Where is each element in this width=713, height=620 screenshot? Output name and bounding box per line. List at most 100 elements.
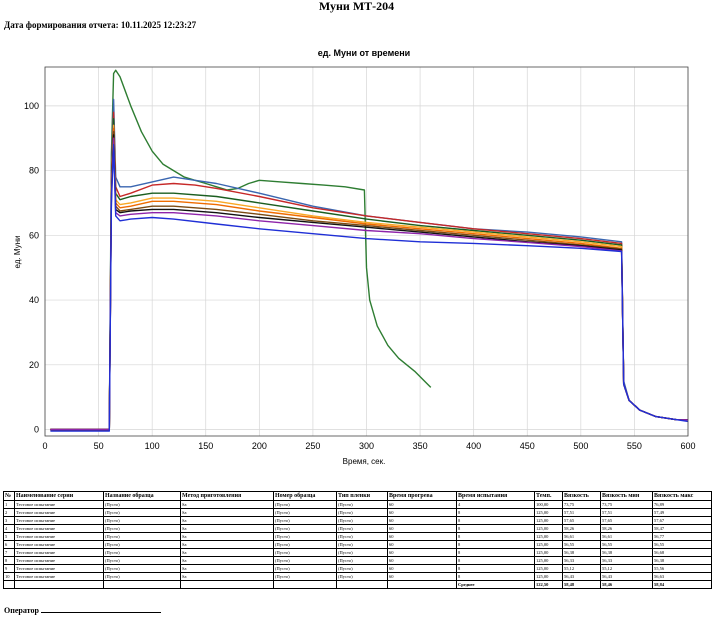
- series-line-9: [50, 137, 688, 431]
- table-row: 4 Тестовое испытание (Пусто) Sa (Пусто) (Пуст…: [3, 524, 712, 533]
- table-cell: 56,55: [600, 540, 653, 549]
- table-cell: 57,65: [600, 516, 653, 525]
- table-row: 3 Тестовое испытание (Пусто) Sa (Пусто) (Пуст…: [3, 516, 712, 525]
- table-cell: Тестовое испытание: [14, 540, 104, 549]
- x-axis-label: Время, сек.: [343, 457, 386, 466]
- operator-label: Оператор: [4, 606, 39, 615]
- plot-frame: [44, 66, 689, 437]
- series-line-6: [50, 127, 688, 431]
- table-cell: (Пусто): [273, 572, 337, 581]
- table-cell: (Пусто): [103, 508, 181, 517]
- summary-cell: [336, 580, 388, 589]
- table-cell: 60: [387, 524, 457, 533]
- x-tick-label: 250: [305, 441, 320, 451]
- table-cell: 125,00: [534, 540, 563, 549]
- report-title: Муни МТ-204: [318, 0, 395, 13]
- summary-cell: [14, 580, 104, 589]
- series-line-10: [50, 144, 689, 432]
- table-cell: 8: [456, 564, 535, 573]
- table-row: 5 Тестовое испытание (Пусто) Sa (Пусто) (Пуст…: [3, 532, 712, 541]
- y-tick-label: 40: [29, 295, 39, 305]
- table-cell: (Пусто): [273, 564, 337, 573]
- table-row: 6 Тестовое испытание (Пусто) Sa (Пусто) (Пуст…: [3, 540, 712, 549]
- column-header: Тип пленки: [336, 491, 388, 501]
- table-cell: Sa: [180, 556, 274, 565]
- results-table: № Наименование серии Название образца Метод…: [3, 491, 712, 589]
- y-tick-label: 60: [29, 230, 39, 240]
- table-cell: 55,12: [600, 564, 653, 573]
- table-cell: Тестовое испытание: [14, 564, 104, 573]
- chart-area: ед. Муни от времени 0 50 100 150 200 250 300 35…: [0, 40, 713, 480]
- table-cell: 8: [456, 524, 535, 533]
- table-cell: 7: [3, 548, 15, 557]
- table-cell: 2: [3, 508, 15, 517]
- table-cell: 6: [3, 540, 15, 549]
- table-cell: 125,00: [534, 508, 563, 517]
- table-cell: 8: [456, 540, 535, 549]
- table-row: 7 Тестовое испытание (Пусто) Sa (Пусто) (Пуст…: [3, 548, 712, 557]
- table-cell: Тестовое испытание: [14, 532, 104, 541]
- table-cell: 56,43: [600, 572, 653, 581]
- table-cell: 60: [387, 516, 457, 525]
- table-cell: (Пусто): [273, 540, 337, 549]
- table-cell: (Пусто): [103, 548, 181, 557]
- table-cell: Sa: [180, 540, 274, 549]
- table-cell: 125,00: [534, 548, 563, 557]
- series-line-1: [50, 69, 432, 431]
- table-cell: 125,00: [534, 556, 563, 565]
- x-tick-label: 150: [198, 441, 213, 451]
- table-cell: 60: [387, 548, 457, 557]
- table-cell: (Пусто): [273, 508, 337, 517]
- x-tick-label: 50: [94, 441, 104, 451]
- table-cell: 3: [3, 516, 15, 525]
- column-header: Номер образца: [273, 491, 337, 501]
- table-row: 10 Тестовое испытание (Пусто) Sa (Пусто) (Пус…: [3, 572, 712, 581]
- table-cell: 56,68: [652, 548, 712, 557]
- summary-cell: 58,84: [652, 580, 712, 589]
- table-cell: 56,33: [562, 556, 601, 565]
- y-tick-label: 0: [34, 425, 39, 435]
- table-cell: 60: [387, 540, 457, 549]
- table-cell: 56,33: [600, 556, 653, 565]
- table-cell: 125,00: [534, 516, 563, 525]
- table-cell: 57,67: [652, 516, 712, 525]
- table-cell: 56,38: [652, 556, 712, 565]
- table-cell: 5: [3, 532, 15, 541]
- table-cell: 58,26: [562, 524, 601, 533]
- series-line-2: [50, 98, 688, 431]
- table-cell: Тестовое испытание: [14, 516, 104, 525]
- table-cell: Тестовое испытание: [14, 508, 104, 517]
- table-cell: Sa: [180, 508, 274, 517]
- table-cell: (Пусто): [273, 548, 337, 557]
- summary-cell: [3, 580, 15, 589]
- table-cell: 10: [3, 572, 15, 581]
- table-cell: 60: [387, 564, 457, 573]
- y-tick-label: 100: [24, 101, 39, 111]
- table-cell: 55,12: [562, 564, 601, 573]
- table-cell: 125,00: [534, 564, 563, 573]
- table-cell: 125,00: [534, 532, 563, 541]
- column-header: Темп.: [534, 491, 563, 501]
- table-cell: 125,00: [534, 572, 563, 581]
- column-header: Метод приготовления: [180, 491, 274, 501]
- column-header: Вязкость мин: [600, 491, 653, 501]
- column-header: Вязкость макс: [652, 491, 712, 501]
- table-cell: 8: [456, 572, 535, 581]
- table-cell: 56,63: [652, 572, 712, 581]
- table-cell: 125,00: [534, 524, 563, 533]
- summary-cell: 58,48: [562, 580, 601, 589]
- summary-cell: [180, 580, 274, 589]
- table-cell: (Пусто): [103, 540, 181, 549]
- table-cell: 56,77: [652, 532, 712, 541]
- summary-cell: 58,46: [600, 580, 653, 589]
- report-date: Дата формирования отчета: 10.11.2025 12:…: [4, 20, 197, 30]
- table-cell: (Пусто): [103, 572, 181, 581]
- summary-cell: [387, 580, 457, 589]
- table-cell: 58,47: [652, 524, 712, 533]
- y-tick-label: 80: [29, 166, 39, 176]
- table-cell: (Пусто): [103, 524, 181, 533]
- series-line-8: [50, 134, 688, 431]
- table-cell: Sa: [180, 516, 274, 525]
- table-row: 1 Тестовое испытание (Пусто) Sa (Пусто) (Пуст…: [3, 500, 712, 509]
- chart-ticks: 0 50 100 150 200 250 300 350 400 450 500 550 600 0 20 4…: [24, 101, 696, 451]
